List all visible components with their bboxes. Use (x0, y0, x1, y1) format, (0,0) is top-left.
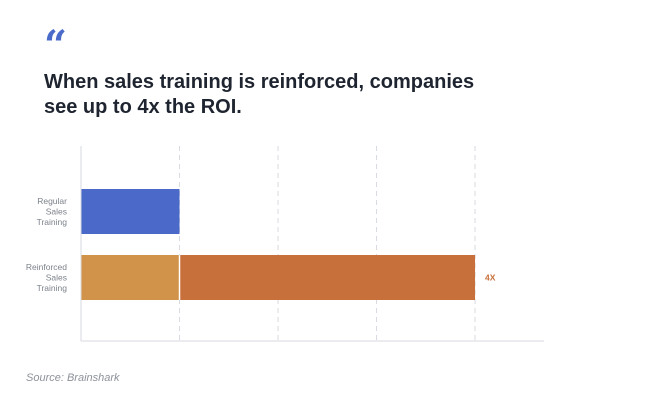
quote-mark-icon: “ (44, 22, 68, 69)
gridlines (179, 146, 476, 341)
category-label-line: Regular (37, 196, 67, 206)
category-label-line: Training (37, 217, 68, 227)
category-label-line: Sales (46, 207, 67, 217)
category-label-reinforced: Reinforced Sales Training (26, 262, 67, 293)
category-label-line: Training (37, 283, 68, 293)
bar-reinforced-segment-1 (81, 255, 180, 300)
category-label-line: Reinforced (26, 262, 67, 272)
bars (81, 189, 476, 300)
bar-reinforced-segment-2 (179, 255, 476, 300)
bar-regular-segment-1 (81, 189, 180, 234)
source-note: Source: Brainshark (26, 372, 120, 384)
category-label-line: Sales (46, 273, 67, 283)
category-label-regular: Regular Sales Training (37, 196, 68, 227)
multiplier-label: 4X (485, 273, 496, 283)
headline: When sales training is reinforced, compa… (44, 71, 475, 118)
annotations: 4X (485, 273, 496, 283)
